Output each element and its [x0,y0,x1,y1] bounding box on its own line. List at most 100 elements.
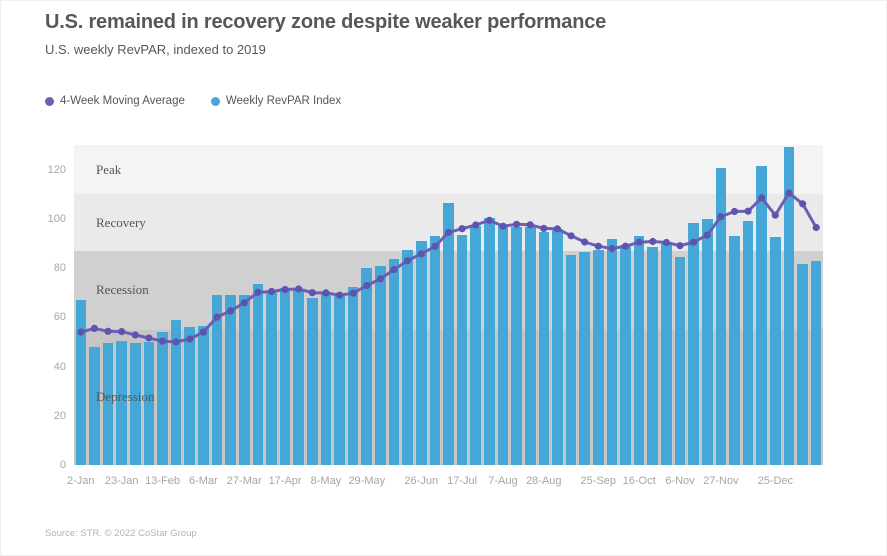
revpar-bar[interactable] [129,343,141,465]
moving-average-marker[interactable] [322,289,330,297]
revpar-bar[interactable] [143,341,155,465]
revpar-bar[interactable] [524,227,536,465]
revpar-bar[interactable] [688,222,699,465]
moving-average-marker[interactable] [744,207,752,215]
revpar-bar[interactable] [620,244,631,465]
moving-average-marker[interactable] [662,238,671,247]
revpar-bar[interactable] [225,295,236,465]
moving-average-marker[interactable] [553,225,561,233]
moving-average-marker[interactable] [158,337,167,345]
moving-average-marker[interactable] [213,313,221,321]
moving-average-marker[interactable] [594,242,602,250]
moving-average-marker[interactable] [581,238,589,246]
moving-average-marker[interactable] [703,231,711,239]
moving-average-marker[interactable] [281,285,289,294]
moving-average-marker[interactable] [390,266,398,274]
moving-average-marker[interactable] [295,285,303,293]
moving-average-marker[interactable] [472,221,480,229]
moving-average-marker[interactable] [785,189,793,197]
revpar-bar[interactable] [266,291,277,465]
revpar-bar[interactable] [552,228,563,465]
revpar-bar[interactable] [565,254,577,465]
moving-average-marker[interactable] [267,287,276,296]
revpar-bar[interactable] [647,247,659,465]
moving-average-marker[interactable] [635,238,643,246]
revpar-bar[interactable] [756,165,767,465]
revpar-bar[interactable] [402,249,413,465]
revpar-bar[interactable] [579,252,590,465]
revpar-bar[interactable] [347,286,359,465]
moving-average-marker[interactable] [771,211,779,219]
legend-item-moving-average[interactable]: 4-Week Moving Average [45,95,185,107]
revpar-bar[interactable] [484,217,495,465]
revpar-bar[interactable] [388,259,400,465]
revpar-bar[interactable] [593,249,604,465]
revpar-bar[interactable] [742,221,754,465]
revpar-bar[interactable] [715,168,727,465]
revpar-bar[interactable] [116,340,127,465]
moving-average-marker[interactable] [690,238,698,246]
revpar-bar[interactable] [211,295,223,465]
revpar-bar[interactable] [797,264,808,465]
revpar-bar[interactable] [307,297,318,465]
revpar-bar[interactable] [674,257,686,465]
moving-average-marker[interactable] [567,232,575,240]
revpar-bar[interactable] [157,332,168,465]
revpar-bar[interactable] [770,237,781,465]
revpar-bar[interactable] [470,226,482,465]
moving-average-marker[interactable] [621,242,630,250]
moving-average-marker[interactable] [404,257,412,265]
moving-average-marker[interactable] [308,289,316,297]
moving-average-marker[interactable] [513,220,521,228]
revpar-bar[interactable] [429,236,441,465]
moving-average-marker[interactable] [172,338,180,346]
revpar-bar[interactable] [102,343,114,465]
revpar-bar[interactable] [511,227,522,465]
moving-average-marker[interactable] [227,307,235,315]
moving-average-marker[interactable] [649,237,657,246]
revpar-bar[interactable] [320,292,332,465]
moving-average-marker[interactable] [118,328,126,336]
moving-average-marker[interactable] [186,335,194,343]
legend-item-weekly-index[interactable]: Weekly RevPAR Index [210,95,341,107]
revpar-bar[interactable] [783,147,795,465]
moving-average-marker[interactable] [90,324,98,332]
revpar-bar[interactable] [538,232,550,465]
revpar-bar[interactable] [170,319,182,465]
moving-average-marker[interactable] [254,288,262,296]
revpar-bar[interactable] [729,236,740,465]
moving-average-marker[interactable] [417,250,425,258]
revpar-bar[interactable] [361,268,373,465]
revpar-bar[interactable] [415,241,427,465]
revpar-bar[interactable] [606,238,618,465]
moving-average-marker[interactable] [758,194,766,202]
moving-average-marker[interactable] [526,221,534,229]
revpar-bar[interactable] [456,234,468,465]
revpar-bar[interactable] [279,287,291,465]
revpar-bar[interactable] [293,290,304,465]
revpar-bar[interactable] [238,295,250,465]
moving-average-marker[interactable] [485,216,493,224]
revpar-bar[interactable] [633,236,645,465]
moving-average-marker[interactable] [540,224,548,232]
moving-average-marker[interactable] [240,299,248,307]
moving-average-marker[interactable] [104,327,112,335]
moving-average-marker[interactable] [458,225,466,233]
revpar-bar[interactable] [252,284,264,465]
revpar-bar[interactable] [75,300,87,465]
moving-average-marker[interactable] [431,242,439,250]
revpar-bar[interactable] [443,202,454,465]
moving-average-marker[interactable] [444,228,453,236]
moving-average-marker[interactable] [131,331,139,339]
revpar-bar[interactable] [184,327,196,465]
moving-average-marker[interactable] [349,289,357,297]
revpar-bar[interactable] [334,295,345,465]
moving-average-marker[interactable] [799,200,807,208]
revpar-bar[interactable] [661,242,672,465]
moving-average-marker[interactable] [363,282,371,290]
moving-average-marker[interactable] [717,213,725,221]
revpar-bar[interactable] [497,226,509,465]
moving-average-marker[interactable] [336,291,344,299]
moving-average-marker[interactable] [730,207,739,216]
moving-average-marker[interactable] [812,223,820,232]
